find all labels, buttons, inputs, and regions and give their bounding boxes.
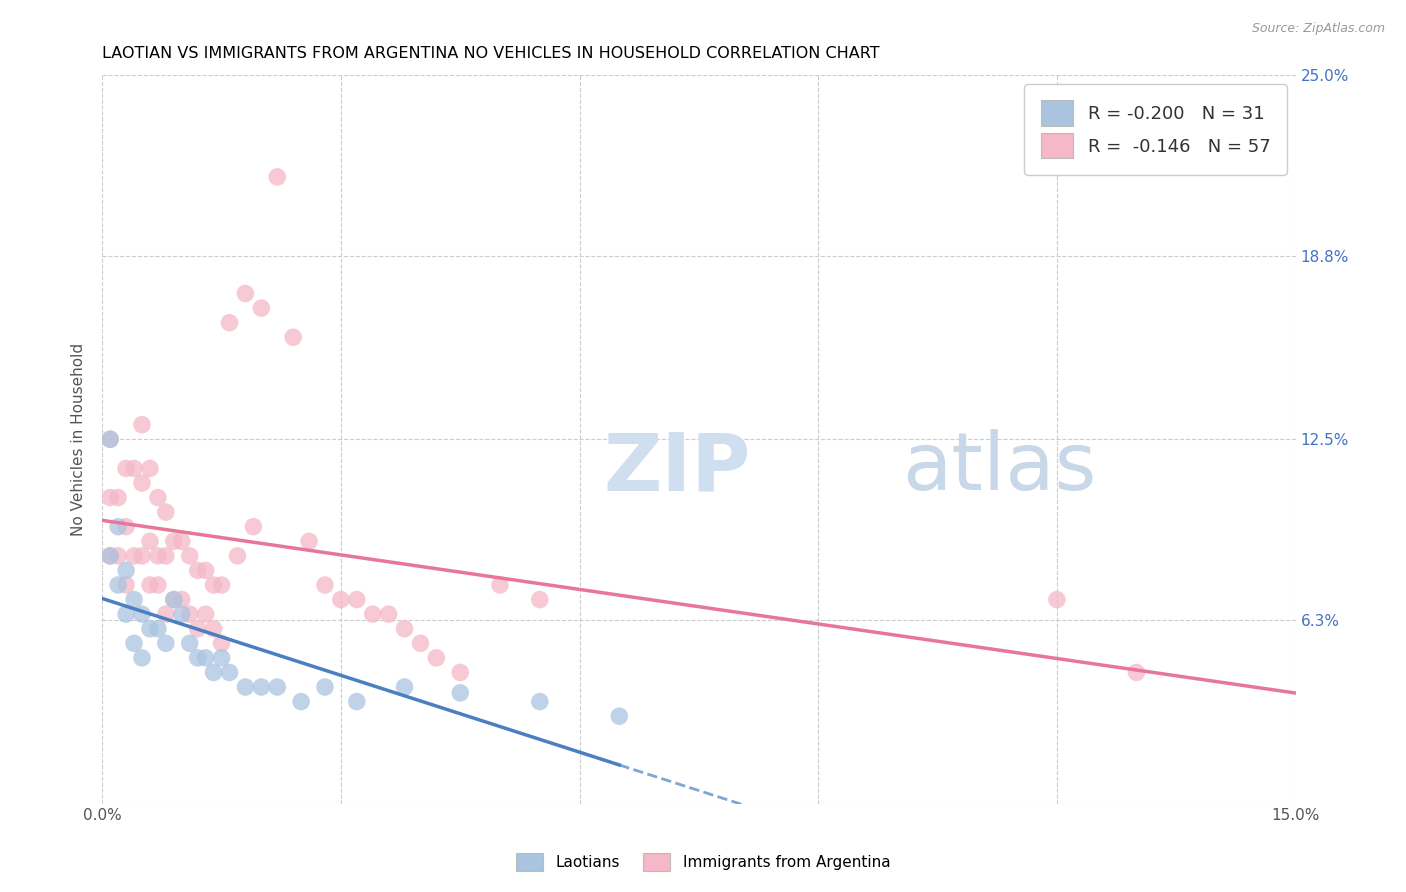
- Point: [1125, 665, 1147, 680]
- Point: [139, 622, 162, 636]
- Point: [449, 686, 471, 700]
- Point: [122, 549, 145, 563]
- Point: [131, 549, 153, 563]
- Point: [394, 680, 416, 694]
- Point: [122, 636, 145, 650]
- Point: [179, 607, 201, 622]
- Point: [163, 592, 186, 607]
- Point: [179, 636, 201, 650]
- Point: [98, 549, 121, 563]
- Point: [377, 607, 399, 622]
- Text: LAOTIAN VS IMMIGRANTS FROM ARGENTINA NO VEHICLES IN HOUSEHOLD CORRELATION CHART: LAOTIAN VS IMMIGRANTS FROM ARGENTINA NO …: [103, 46, 880, 62]
- Point: [314, 680, 336, 694]
- Point: [346, 695, 368, 709]
- Point: [394, 622, 416, 636]
- Point: [131, 475, 153, 490]
- Point: [226, 549, 249, 563]
- Point: [98, 491, 121, 505]
- Point: [98, 432, 121, 446]
- Point: [155, 636, 177, 650]
- Point: [115, 578, 138, 592]
- Point: [146, 549, 169, 563]
- Point: [122, 461, 145, 475]
- Y-axis label: No Vehicles in Household: No Vehicles in Household: [72, 343, 86, 536]
- Point: [170, 607, 193, 622]
- Point: [211, 636, 233, 650]
- Point: [187, 563, 209, 577]
- Point: [163, 592, 186, 607]
- Point: [139, 578, 162, 592]
- Point: [202, 622, 225, 636]
- Point: [266, 169, 288, 184]
- Point: [194, 651, 217, 665]
- Point: [170, 592, 193, 607]
- Legend: Laotians, Immigrants from Argentina: Laotians, Immigrants from Argentina: [509, 847, 897, 877]
- Point: [107, 578, 129, 592]
- Point: [235, 286, 257, 301]
- Point: [146, 578, 169, 592]
- Text: atlas: atlas: [901, 429, 1097, 508]
- Text: Source: ZipAtlas.com: Source: ZipAtlas.com: [1251, 22, 1385, 36]
- Point: [250, 301, 273, 315]
- Point: [139, 461, 162, 475]
- Point: [163, 534, 186, 549]
- Point: [235, 680, 257, 694]
- Point: [202, 665, 225, 680]
- Point: [139, 534, 162, 549]
- Point: [115, 461, 138, 475]
- Point: [266, 680, 288, 694]
- Point: [607, 709, 630, 723]
- Point: [194, 607, 217, 622]
- Point: [170, 534, 193, 549]
- Point: [146, 491, 169, 505]
- Point: [361, 607, 384, 622]
- Point: [346, 592, 368, 607]
- Point: [155, 607, 177, 622]
- Point: [131, 651, 153, 665]
- Point: [529, 592, 551, 607]
- Point: [409, 636, 432, 650]
- Point: [329, 592, 352, 607]
- Point: [187, 651, 209, 665]
- Text: ZIP: ZIP: [603, 429, 751, 508]
- Point: [146, 622, 169, 636]
- Point: [115, 563, 138, 577]
- Point: [115, 607, 138, 622]
- Point: [202, 578, 225, 592]
- Point: [314, 578, 336, 592]
- Point: [242, 519, 264, 533]
- Point: [211, 578, 233, 592]
- Point: [290, 695, 312, 709]
- Point: [218, 316, 240, 330]
- Point: [98, 432, 121, 446]
- Point: [194, 563, 217, 577]
- Point: [107, 491, 129, 505]
- Point: [211, 651, 233, 665]
- Point: [155, 505, 177, 519]
- Point: [107, 549, 129, 563]
- Point: [155, 549, 177, 563]
- Point: [107, 519, 129, 533]
- Point: [298, 534, 321, 549]
- Point: [283, 330, 305, 344]
- Point: [218, 665, 240, 680]
- Point: [179, 549, 201, 563]
- Point: [122, 592, 145, 607]
- Point: [1046, 592, 1069, 607]
- Point: [250, 680, 273, 694]
- Legend: R = -0.200   N = 31, R =  -0.146   N = 57: R = -0.200 N = 31, R = -0.146 N = 57: [1025, 84, 1286, 175]
- Point: [98, 549, 121, 563]
- Point: [529, 695, 551, 709]
- Point: [489, 578, 512, 592]
- Point: [131, 417, 153, 432]
- Point: [115, 519, 138, 533]
- Point: [425, 651, 447, 665]
- Point: [187, 622, 209, 636]
- Point: [131, 607, 153, 622]
- Point: [449, 665, 471, 680]
